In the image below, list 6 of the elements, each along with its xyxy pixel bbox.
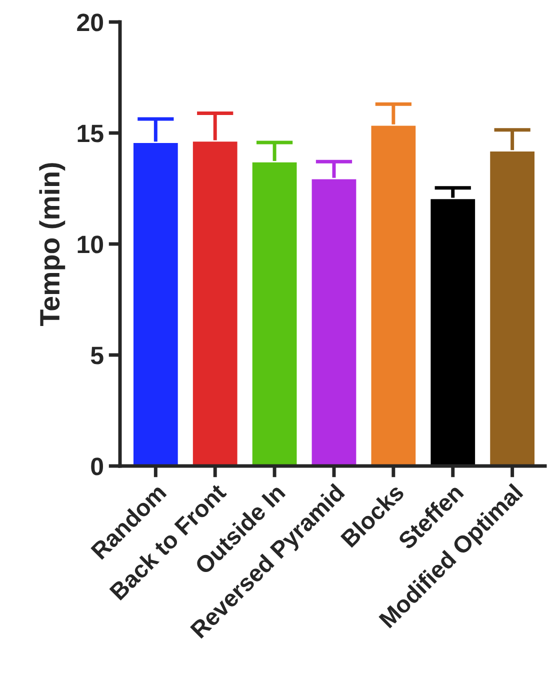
y-tick-label: 15 <box>78 124 104 142</box>
y-tick-label: 10 <box>78 236 104 254</box>
y-tick-label: 5 <box>90 346 104 364</box>
y-tick-label: 0 <box>91 458 104 476</box>
y-axis-title: Tempo (min) <box>39 163 66 326</box>
y-tick-label: 20 <box>77 14 104 32</box>
